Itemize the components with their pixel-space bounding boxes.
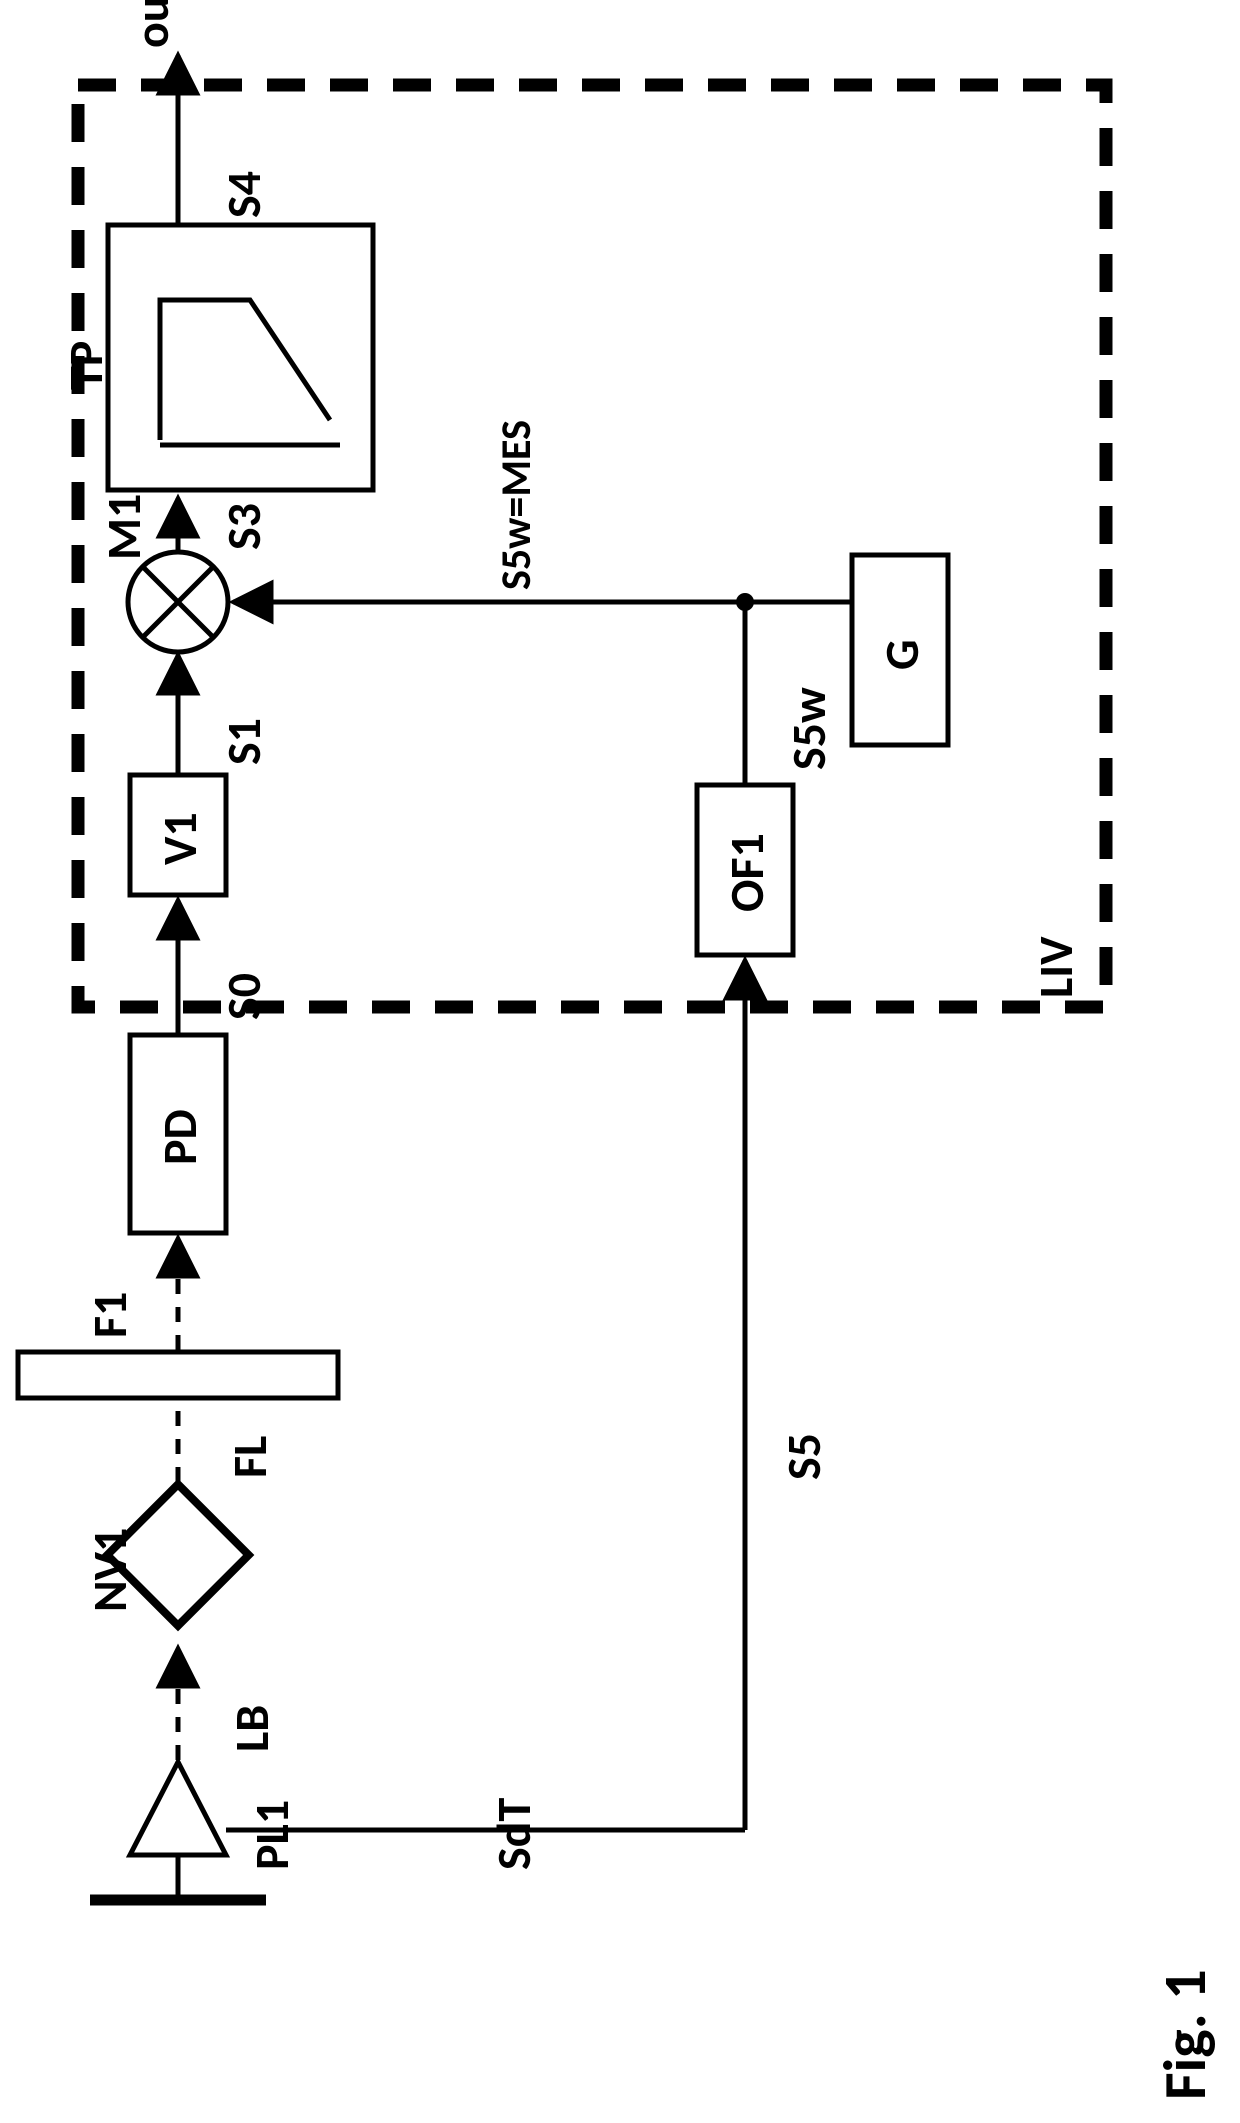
g-label: G (872, 639, 931, 670)
s0-label: S0 (214, 973, 273, 1020)
figure-caption: Fig. 1 (1149, 1969, 1222, 2100)
lb-label: LB (222, 1705, 281, 1752)
m1-label: M1 (94, 494, 153, 560)
fl-label: FL (220, 1436, 279, 1478)
pd-label: PD (150, 1109, 209, 1165)
s4-label: S4 (214, 171, 273, 218)
s5-label: S5 (774, 1433, 833, 1480)
liv-label: LIV (1026, 936, 1085, 998)
s5w-mes-label: S5w=MES (491, 420, 542, 590)
s5w-label: S5w (779, 687, 838, 770)
of1-label: OF1 (717, 833, 776, 912)
f1-label: F1 (80, 1292, 139, 1338)
tp-label: TP (56, 341, 115, 390)
out-label: out (122, 0, 181, 48)
s1-label: S1 (214, 718, 273, 765)
tp (108, 225, 373, 490)
s3-label: S3 (214, 503, 273, 550)
nv1-label: NV1 (80, 1528, 139, 1612)
v1-label: V1 (150, 812, 209, 865)
sdt-label: SdT (484, 1798, 543, 1870)
f1 (18, 1352, 338, 1398)
pl1-label: PL1 (242, 1800, 301, 1870)
